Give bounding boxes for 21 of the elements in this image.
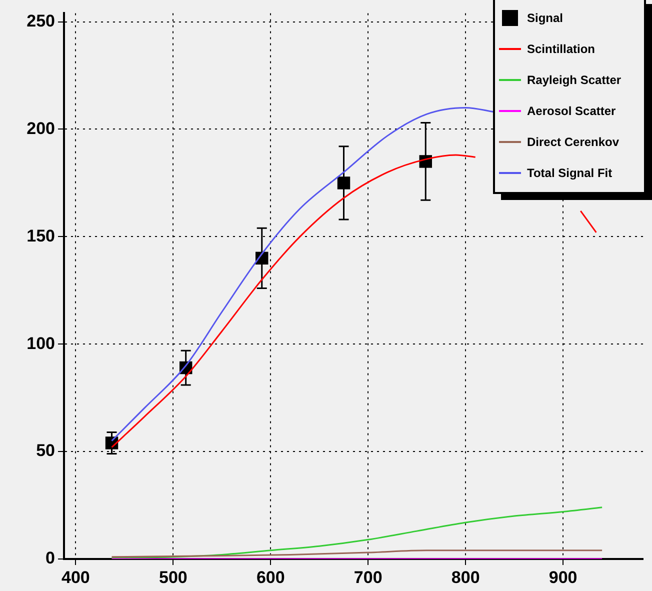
y-tick-label: 250 — [26, 11, 55, 30]
x-tick-label: 400 — [62, 568, 90, 587]
y-tick-label: 150 — [26, 226, 55, 246]
x-tick-label: 800 — [451, 568, 480, 587]
x-tick-label: 500 — [158, 568, 188, 587]
legend-label: Scintillation — [527, 42, 596, 56]
line-series — [111, 550, 603, 558]
line-series — [111, 506, 603, 559]
point — [337, 176, 350, 190]
legend-label: Aerosol Scatter — [527, 104, 616, 118]
x-tick-label: 900 — [548, 568, 578, 587]
legend-label: Rayleigh Scatter — [527, 72, 622, 86]
legend-label: Direct Cerenkov — [527, 134, 620, 148]
legend-label: Total Signal Fit — [527, 166, 612, 180]
x-tick-label: 600 — [256, 568, 285, 587]
y-tick-label: 200 — [26, 118, 55, 138]
y-tick-label: 50 — [36, 441, 55, 460]
y-tick-label: 0 — [46, 548, 55, 568]
legend-label: Signal — [527, 10, 564, 24]
y-tick-label: 100 — [26, 334, 55, 353]
x-tick-label: 700 — [354, 568, 382, 587]
